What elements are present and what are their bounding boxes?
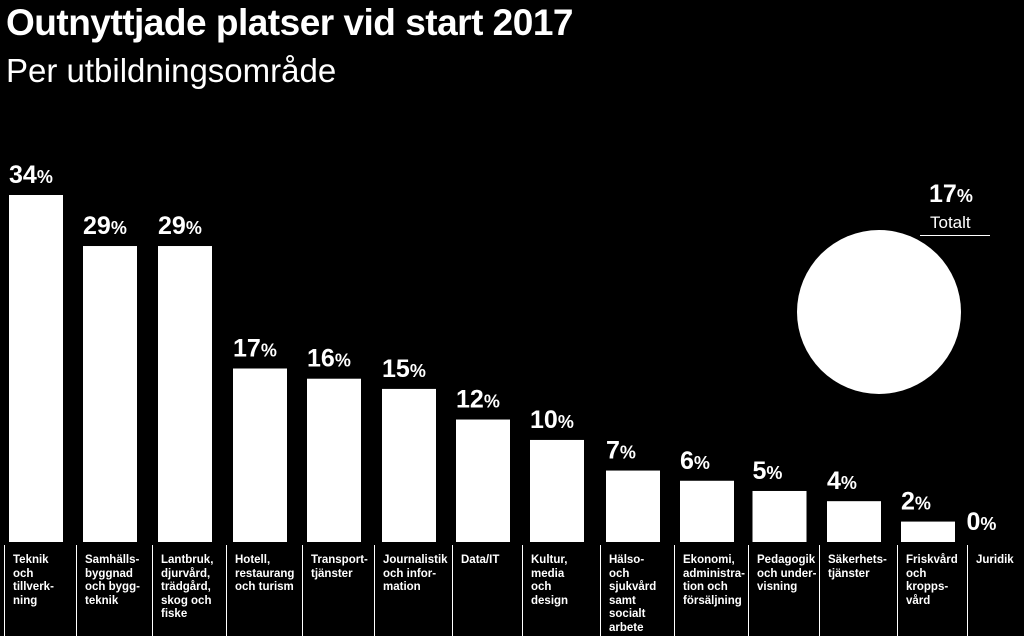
category-label-4: Hotell, restaurang och turism [235, 554, 295, 593]
category-separator-1 [4, 545, 5, 636]
category-label-6: Journalistik och infor-mation [383, 554, 448, 593]
category-label-3: Lantbruk, djurvård, trädgård, skog och fiske [161, 554, 214, 620]
bar-13 [901, 521, 955, 542]
category-separator-10 [674, 545, 675, 636]
category-label-9: Hälso-och sjukvård samt socialt arbete [609, 554, 657, 634]
category-separator-11 [748, 545, 749, 636]
bar-3 [158, 246, 212, 542]
bar-value-label-4: 17% [233, 335, 277, 363]
bar-value-label-14: 0% [967, 508, 997, 536]
bar-value-label-12: 4% [827, 467, 857, 495]
total-label: Totalt [930, 213, 971, 232]
category-separator-4 [226, 545, 227, 636]
category-separator-14 [967, 545, 968, 636]
category-separator-2 [76, 545, 77, 636]
category-label-5: Transport-tjänster [311, 554, 368, 580]
total-value-label: 17% [929, 180, 973, 209]
bar-1 [9, 195, 63, 542]
category-label-13: Friskvård och kropps-vård [906, 554, 958, 607]
total-value-unit: % [956, 186, 973, 206]
bar-value-label-1: 34% [9, 161, 53, 189]
bar-value-label-8: 10% [530, 406, 574, 434]
category-label-7: Data/IT [461, 554, 500, 566]
category-separator-13 [897, 545, 898, 636]
bar-6 [382, 388, 436, 542]
category-separator-6 [374, 545, 375, 636]
bar-value-label-10: 6% [680, 447, 710, 475]
category-label-12: Säkerhets-tjänster [828, 554, 887, 580]
bar-10 [680, 480, 734, 542]
total-leader-line [920, 235, 990, 236]
category-separator-8 [522, 545, 523, 636]
category-separator-3 [152, 545, 153, 636]
bar-9 [606, 470, 660, 542]
bar-value-label-11: 5% [753, 457, 783, 485]
category-label-14: Juridik [976, 554, 1014, 566]
total-value-number: 17 [929, 180, 957, 208]
bar-value-label-5: 16% [307, 345, 351, 373]
bar-8 [530, 439, 584, 542]
bar-value-label-13: 2% [901, 488, 931, 516]
category-label-8: Kultur, media och design [531, 554, 569, 607]
category-separator-12 [819, 545, 820, 636]
chart-subtitle: Per utbildningsområde [6, 52, 337, 89]
category-separator-9 [600, 545, 601, 636]
category-label-2: Samhälls-byggnad och bygg-teknik [85, 554, 140, 607]
bar-2 [83, 246, 137, 542]
bar-value-label-3: 29% [158, 212, 202, 240]
bar-11 [752, 490, 807, 542]
bar-value-label-7: 12% [456, 386, 500, 414]
category-label-11: Pedagogik och under-visning [757, 554, 817, 593]
bar-7 [456, 419, 510, 542]
chart-title: Outnyttjade platser vid start 2017 [6, 2, 573, 43]
category-label-1: Teknik och tillverk-ning [13, 554, 54, 607]
category-separator-7 [452, 545, 453, 636]
bar-5 [307, 378, 361, 542]
bar-value-label-9: 7% [606, 437, 636, 465]
bar-value-label-6: 15% [382, 355, 426, 383]
bar-4 [233, 368, 287, 542]
category-separator-5 [302, 545, 303, 636]
bar-value-label-2: 29% [83, 212, 127, 240]
bar-12 [827, 501, 881, 542]
total-circle [797, 230, 961, 394]
category-label-10: Ekonomi, administra-tion och försäljning [683, 554, 745, 607]
